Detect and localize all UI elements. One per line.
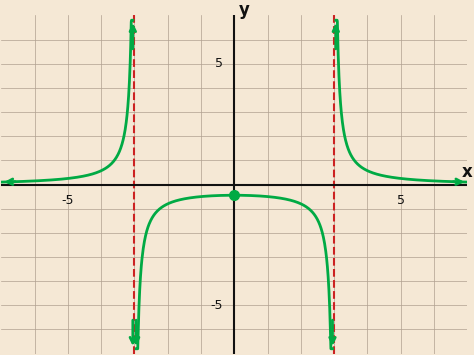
Text: -5: -5 (62, 194, 74, 207)
Text: x: x (462, 163, 473, 181)
Text: 5: 5 (397, 194, 405, 207)
Text: y: y (239, 1, 250, 20)
Text: 5: 5 (215, 57, 223, 70)
Text: -5: -5 (210, 299, 223, 312)
